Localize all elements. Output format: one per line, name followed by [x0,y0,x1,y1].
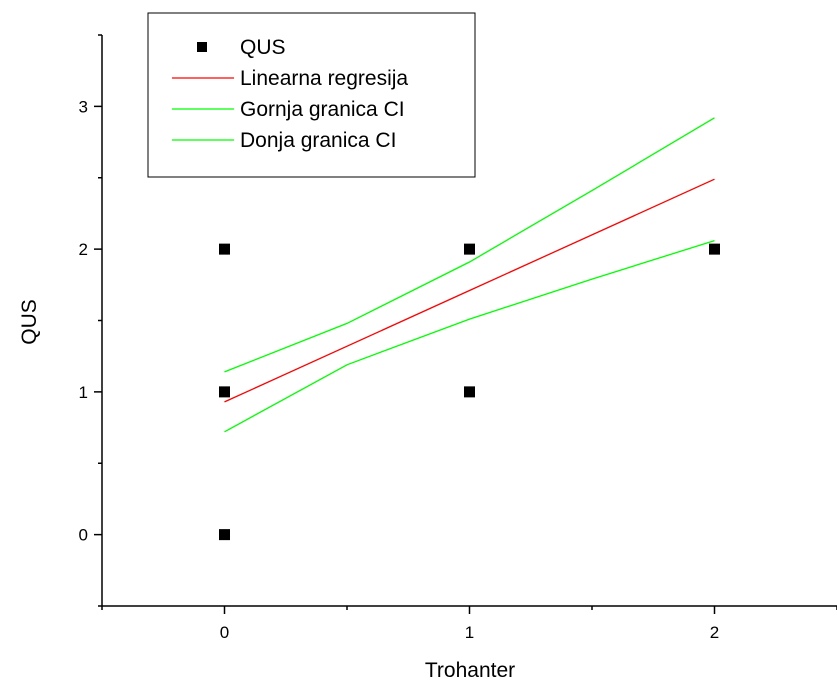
series-layer [219,117,720,541]
data-point [464,386,475,398]
y-axis-title: QUS [18,299,41,345]
data-point [709,243,720,255]
data-point [219,386,230,398]
legend-marker [197,42,207,52]
series-line-2 [224,117,715,373]
legend-label: Gornja granica CI [240,98,405,121]
y-tick-label: 3 [79,97,88,116]
axes: 0 1 2 3 0 1 2 [79,34,837,642]
x-tick-label: 2 [710,623,719,642]
legend-label: Linearna regresija [240,67,408,90]
y-tick-label: 1 [79,383,88,402]
legend-label: Donja granica CI [240,129,396,152]
series-line-1 [224,178,715,403]
x-tick-label: 0 [220,623,229,642]
legend-label: QUS [240,36,286,59]
legend-box [147,12,476,178]
legend: QUS Linearna regresija Gornja granica CI Do… [147,12,476,178]
data-point [219,243,230,255]
y-tick-label: 2 [79,240,88,259]
x-axis-title: Trohanter [425,659,515,682]
x-tick-label: 1 [465,623,474,642]
series-line-3 [224,239,715,433]
y-tick-label: 0 [79,526,88,545]
data-point [464,243,475,255]
data-point [219,529,230,541]
